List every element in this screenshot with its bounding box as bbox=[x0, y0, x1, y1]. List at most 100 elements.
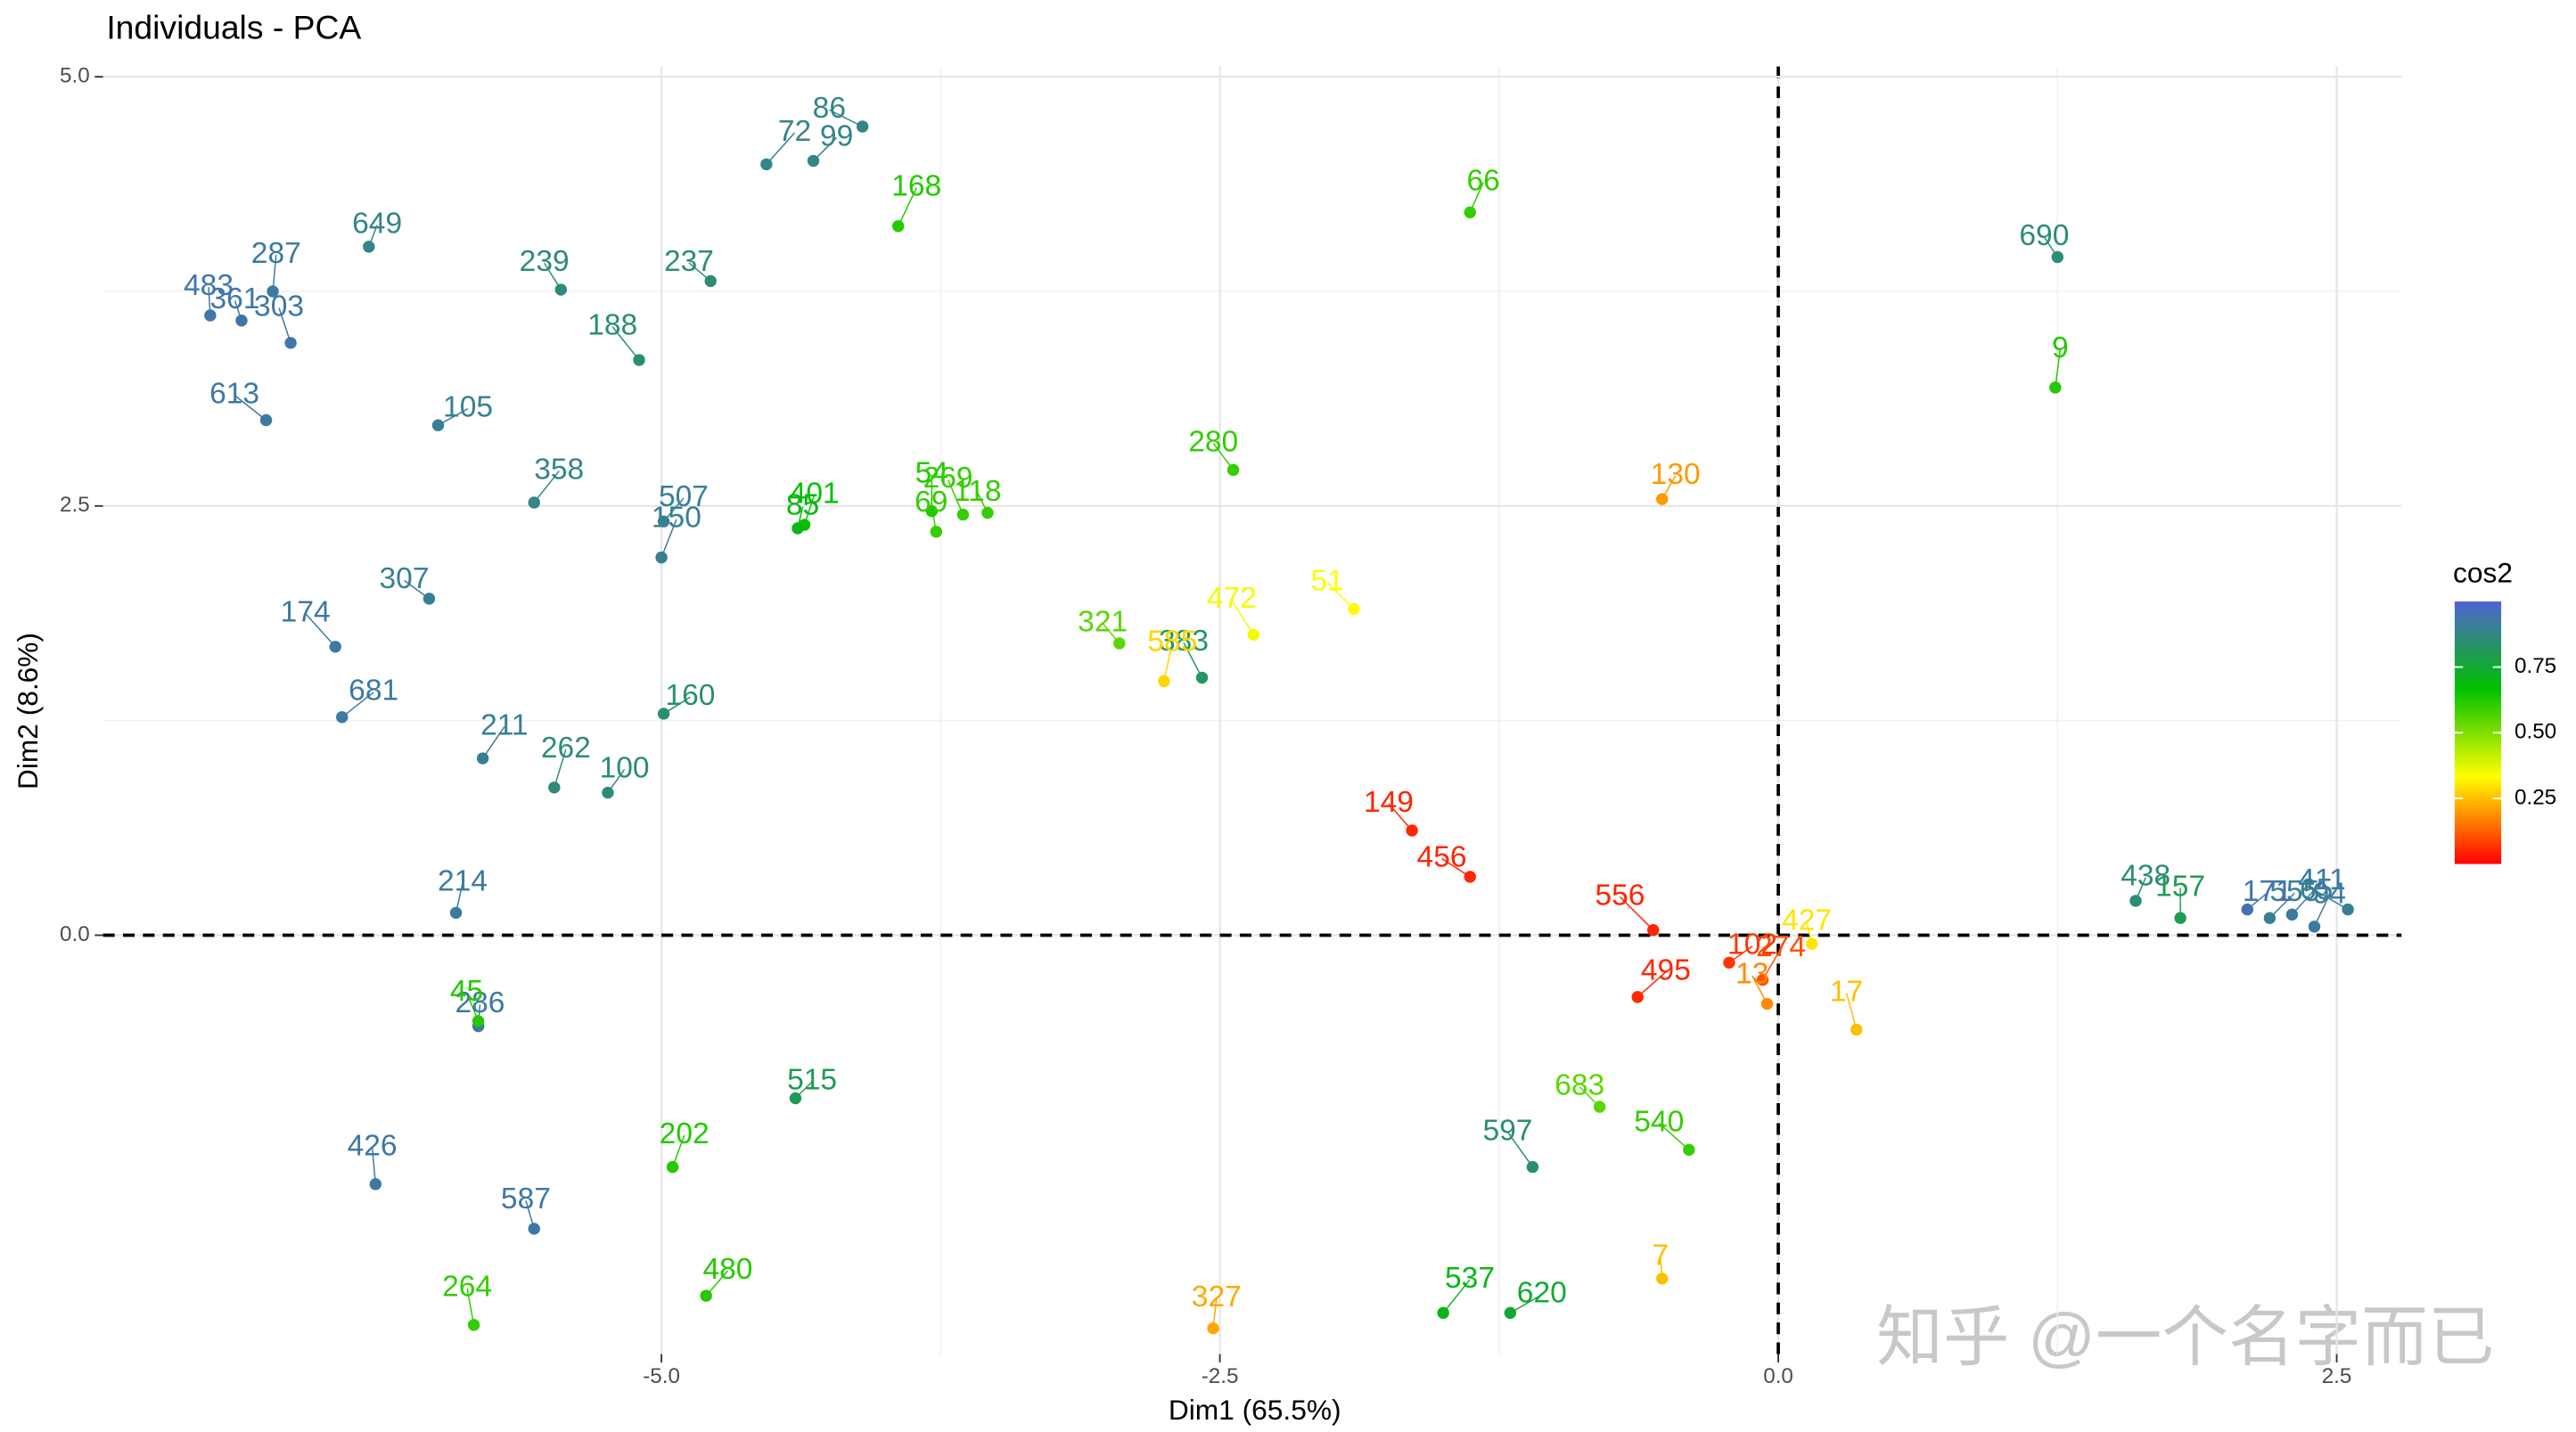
point-label: 515 bbox=[787, 1064, 837, 1097]
point bbox=[2285, 908, 2299, 921]
point bbox=[760, 158, 773, 171]
x-axis-label: Dim1 (65.5%) bbox=[1169, 1394, 1341, 1426]
connector bbox=[829, 109, 863, 127]
connector bbox=[341, 691, 374, 718]
x-tick-label: -2.5 bbox=[1202, 1364, 1239, 1388]
connector bbox=[1442, 1279, 1471, 1313]
point bbox=[1526, 1160, 1539, 1174]
connector bbox=[466, 1288, 475, 1325]
point bbox=[2263, 912, 2277, 924]
colorbar-label: 0.50 bbox=[2514, 720, 2556, 744]
point bbox=[259, 413, 273, 427]
point-label: 286 bbox=[455, 986, 505, 1019]
point-label: 94 bbox=[2313, 877, 2346, 910]
connector bbox=[2291, 880, 2323, 915]
connector bbox=[533, 471, 560, 503]
connector bbox=[481, 726, 505, 759]
point bbox=[2241, 903, 2254, 916]
connector bbox=[1231, 599, 1254, 635]
point bbox=[704, 274, 717, 288]
point bbox=[449, 906, 463, 920]
point-label: 105 bbox=[443, 390, 493, 423]
point bbox=[892, 220, 905, 233]
point bbox=[633, 354, 645, 366]
point-label: 690 bbox=[2019, 219, 2069, 252]
point bbox=[655, 551, 668, 564]
point bbox=[1656, 493, 1669, 505]
point-label: 303 bbox=[254, 290, 304, 323]
point-label: 597 bbox=[1482, 1114, 1532, 1147]
point bbox=[1683, 1143, 1695, 1157]
point bbox=[657, 708, 670, 720]
connector bbox=[611, 326, 640, 361]
point bbox=[1207, 1322, 1219, 1335]
point-label: 72 bbox=[778, 115, 811, 148]
point-label: 274 bbox=[1756, 930, 1806, 963]
connector bbox=[1183, 642, 1203, 678]
connector bbox=[278, 307, 291, 344]
point bbox=[476, 752, 489, 765]
connector bbox=[898, 187, 917, 227]
point-label: 211 bbox=[480, 708, 528, 741]
point bbox=[329, 641, 341, 653]
point-label: 214 bbox=[438, 865, 488, 898]
point bbox=[467, 1319, 480, 1331]
connector bbox=[1326, 582, 1355, 610]
x-tick-label: -5.0 bbox=[643, 1364, 680, 1388]
point bbox=[1464, 206, 1476, 219]
point bbox=[431, 419, 445, 431]
point-label: 537 bbox=[1445, 1262, 1495, 1295]
grid: -5.0 -2.5 0.0 2.5 0.0 2.5 5.0 bbox=[60, 64, 2402, 1388]
point bbox=[267, 285, 279, 298]
point-label: 683 bbox=[1555, 1069, 1604, 1102]
point-label: 587 bbox=[501, 1182, 551, 1215]
point bbox=[792, 522, 804, 535]
point bbox=[1406, 824, 1418, 837]
point-label: 99 bbox=[820, 119, 853, 152]
point-label: 426 bbox=[348, 1130, 398, 1163]
point bbox=[528, 496, 540, 509]
point-label: 307 bbox=[380, 562, 430, 595]
point bbox=[807, 154, 820, 168]
connector bbox=[234, 394, 267, 421]
point-label: 65 bbox=[2300, 873, 2333, 906]
point-label: 358 bbox=[534, 453, 584, 486]
connector bbox=[1163, 642, 1173, 682]
connector bbox=[305, 613, 336, 648]
point bbox=[789, 1092, 802, 1105]
x-tick-label: 2.5 bbox=[2322, 1364, 2352, 1388]
point-label: 280 bbox=[1188, 425, 1238, 458]
point-label: 168 bbox=[891, 170, 941, 203]
point bbox=[528, 1223, 540, 1235]
point bbox=[925, 504, 939, 518]
point bbox=[2051, 250, 2064, 264]
point-label: 100 bbox=[600, 751, 650, 784]
point-label: 66 bbox=[1466, 165, 1499, 198]
point-label: 361 bbox=[210, 282, 260, 315]
point-label: 157 bbox=[2155, 871, 2205, 904]
point bbox=[1504, 1306, 1517, 1320]
point-label: 171 bbox=[2243, 875, 2293, 908]
point-label: 202 bbox=[660, 1117, 710, 1150]
connector bbox=[1509, 1294, 1543, 1313]
point-label: 269 bbox=[923, 462, 973, 495]
point-label: 495 bbox=[1641, 954, 1691, 987]
point-label: 540 bbox=[1634, 1105, 1684, 1138]
point bbox=[1437, 1306, 1449, 1320]
point-label: 613 bbox=[209, 377, 259, 410]
point bbox=[602, 786, 614, 799]
point-label: 456 bbox=[1417, 840, 1467, 873]
watermark: 知乎 @一个名字而已 bbox=[1876, 1299, 2494, 1374]
point bbox=[284, 337, 297, 349]
point-label: 438 bbox=[2121, 860, 2170, 893]
point-label: 237 bbox=[664, 245, 714, 278]
y-axis-label: Dim2 (8.6%) bbox=[12, 633, 44, 790]
point-label: 649 bbox=[352, 208, 402, 241]
point bbox=[2342, 903, 2354, 916]
point-label: 9 bbox=[2052, 331, 2069, 364]
point bbox=[1805, 937, 1818, 950]
point bbox=[548, 781, 561, 794]
point bbox=[235, 315, 248, 327]
